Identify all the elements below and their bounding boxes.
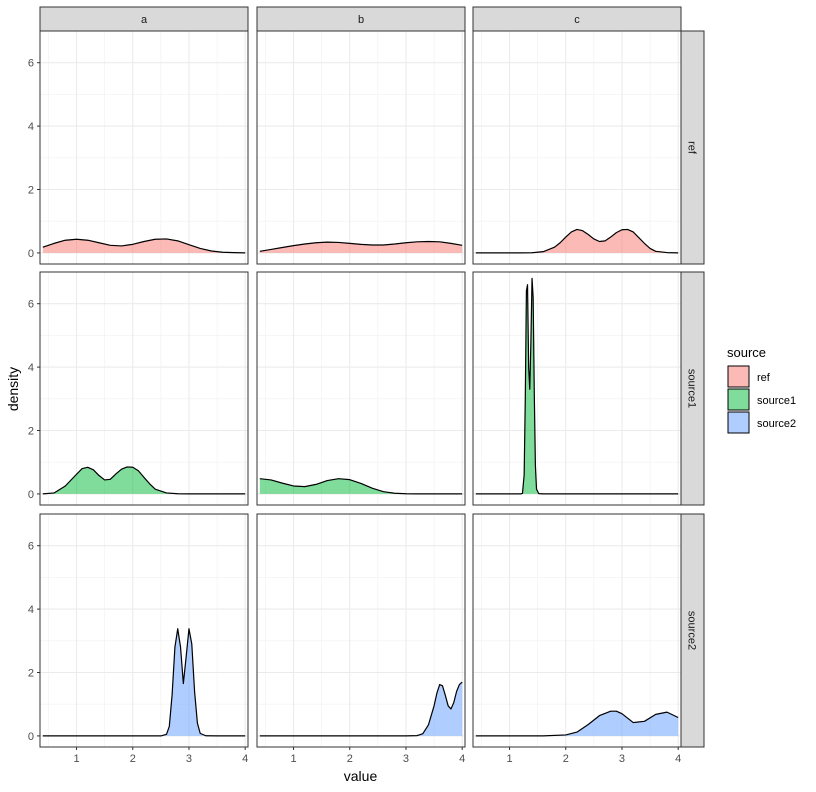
y-tick-label: 6 <box>28 58 34 70</box>
panel-source2-b <box>257 514 465 747</box>
density-line-source2-c <box>475 710 679 737</box>
y-tick-label: 0 <box>28 731 34 743</box>
density-line-source1-c <box>475 277 679 495</box>
panel-source1-c <box>473 272 681 505</box>
panel-background <box>257 31 465 264</box>
density-line-source1-b <box>259 478 463 495</box>
density-area-ref-a <box>42 238 246 253</box>
density-line-source2-b <box>259 681 463 737</box>
y-tick-label: 0 <box>28 489 34 501</box>
x-tick-label: 3 <box>619 753 625 765</box>
density-area-source1-a <box>42 466 246 494</box>
y-tick-label: 4 <box>28 362 34 374</box>
density-line-ref-b <box>259 240 463 252</box>
panel-background <box>257 514 465 747</box>
density-area-source2-b <box>259 682 463 736</box>
y-tick-label: 0 <box>28 248 34 260</box>
panel-border <box>39 513 249 748</box>
x-tick-label: 3 <box>403 753 409 765</box>
y-axis-title: density <box>5 367 21 411</box>
panel-background <box>473 272 681 505</box>
y-tick-label: 2 <box>28 668 34 680</box>
panel-source1-b <box>257 272 465 505</box>
legend-key-source2 <box>727 411 750 434</box>
y-tick-label: 2 <box>28 185 34 197</box>
panel-border <box>472 271 682 506</box>
y-tick-label: 6 <box>28 541 34 553</box>
panel-source2-c <box>473 514 681 747</box>
panel-background <box>40 514 248 747</box>
legend-key-ref <box>727 365 750 388</box>
x-tick-label: 3 <box>186 753 192 765</box>
facet-strip-label: b <box>358 14 364 26</box>
density-area-source2-c <box>475 711 679 736</box>
density-line-ref-a <box>42 238 246 254</box>
legend: source ref source1 source2 <box>727 345 796 434</box>
panel-border <box>256 271 466 506</box>
panel-background <box>40 272 248 505</box>
facet-strip-label: source1 <box>686 369 698 408</box>
density-line-source2-a <box>42 628 246 737</box>
x-tick-label: 4 <box>459 753 465 765</box>
panel-border <box>39 30 249 265</box>
facet-strip-label: ref <box>686 141 698 155</box>
density-line-ref-c <box>475 228 679 254</box>
panel-background <box>40 31 248 264</box>
panel-ref-a <box>40 31 248 264</box>
legend-label-source1: source1 <box>757 395 796 407</box>
panel-background <box>257 272 465 505</box>
panel-background <box>473 514 681 747</box>
legend-label-ref: ref <box>757 372 771 384</box>
facet-strip-label: c <box>574 14 580 26</box>
density-area-ref-b <box>259 241 463 253</box>
panel-ref-b <box>257 31 465 264</box>
y-tick-label: 6 <box>28 299 34 311</box>
y-tick-label: 2 <box>28 426 34 438</box>
x-tick-label: 1 <box>290 753 296 765</box>
panel-source2-a <box>40 514 248 747</box>
panel-border <box>472 513 682 748</box>
x-tick-label: 4 <box>242 753 248 765</box>
x-tick-label: 4 <box>675 753 681 765</box>
density-area-source2-a <box>42 628 246 736</box>
legend-key-source1 <box>727 388 750 411</box>
panel-border <box>39 271 249 506</box>
x-axis-title: value <box>344 768 378 784</box>
facet-strip-label: source2 <box>686 611 698 650</box>
panel-border <box>256 513 466 748</box>
density-area-source1-b <box>259 478 463 494</box>
density-area-ref-c <box>475 229 679 253</box>
panel-source1-a <box>40 272 248 505</box>
x-tick-label: 1 <box>506 753 512 765</box>
facet-strip-a <box>39 6 249 32</box>
legend-title: source <box>727 345 766 360</box>
x-tick-label: 2 <box>347 753 353 765</box>
y-tick-label: 4 <box>28 121 34 133</box>
legend-label-source2: source2 <box>757 418 796 430</box>
x-tick-label: 1 <box>73 753 79 765</box>
density-line-source1-a <box>42 466 246 495</box>
panel-background <box>473 31 681 264</box>
panel-border <box>256 30 466 265</box>
panel-border <box>472 30 682 265</box>
panel-ref-c <box>473 31 681 264</box>
x-tick-label: 2 <box>563 753 569 765</box>
x-tick-label: 2 <box>130 753 136 765</box>
y-tick-label: 4 <box>28 604 34 616</box>
facet-strip-b <box>256 6 466 32</box>
facet-strip-label: a <box>141 14 148 26</box>
